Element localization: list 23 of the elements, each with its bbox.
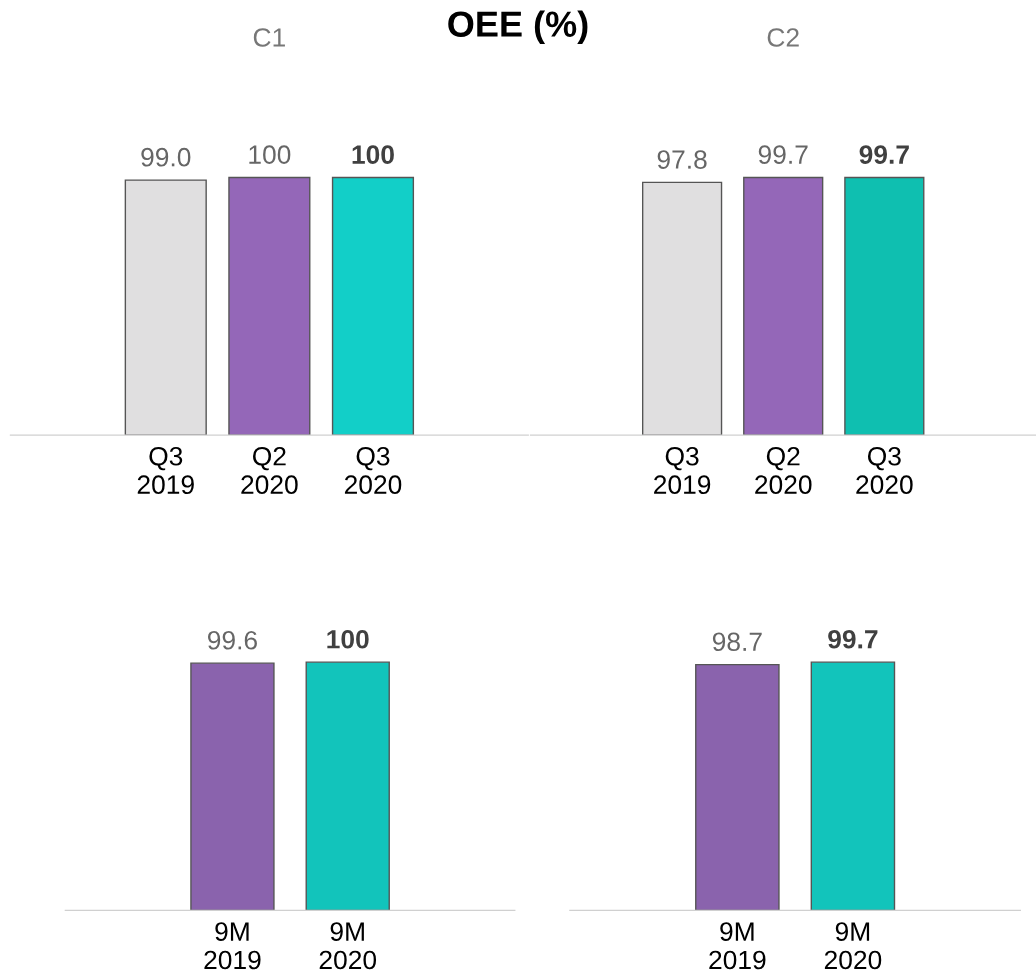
x-tick-label: 9M 2019 <box>709 922 766 970</box>
data-label: 99.7 <box>859 145 909 164</box>
x-tick-label: Q2 2020 <box>755 446 812 495</box>
data-label: 100 <box>327 629 369 649</box>
x-tick-label: 9M 2020 <box>319 922 377 970</box>
x-tick-label: Q3 2020 <box>344 446 402 495</box>
data-label: 100 <box>352 145 394 164</box>
chart-title: C1 <box>253 28 285 47</box>
data-label: 99.7 <box>828 629 878 649</box>
chart-title: C2 <box>767 28 799 47</box>
data-label: 99.6 <box>208 630 257 650</box>
data-label: 99.7 <box>758 145 808 164</box>
text: OEE (%) <box>448 10 588 45</box>
x-tick-label: Q3 2019 <box>137 446 194 495</box>
data-label: 98.7 <box>712 632 762 652</box>
x-tick-label: Q3 2020 <box>856 446 913 495</box>
data-label: 97.8 <box>657 150 707 169</box>
x-tick-label: Q3 2019 <box>654 446 711 495</box>
x-tick-label: 9M 2019 <box>204 922 261 970</box>
data-label: 100 <box>249 145 291 164</box>
x-tick-label: Q2 2020 <box>241 446 298 495</box>
data-label: 99.0 <box>141 147 191 167</box>
x-tick-label: 9M 2020 <box>824 922 882 970</box>
